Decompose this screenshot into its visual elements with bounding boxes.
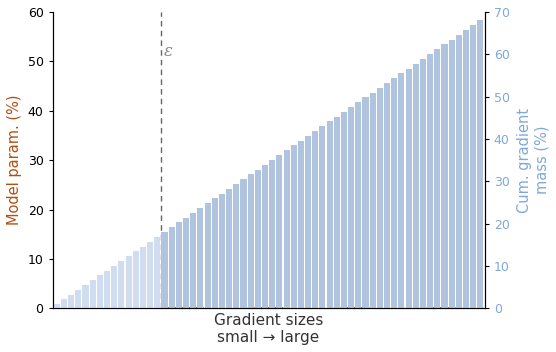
Bar [54, 306, 60, 308]
Bar [161, 232, 167, 308]
Bar [470, 25, 476, 308]
Bar [441, 44, 448, 308]
Bar [183, 218, 189, 308]
Bar [75, 290, 81, 308]
Bar [219, 194, 225, 308]
Bar [255, 170, 261, 308]
Bar [168, 227, 175, 308]
Bar [348, 107, 354, 308]
Bar [104, 298, 110, 308]
Bar [355, 102, 361, 308]
Bar [205, 203, 211, 308]
Bar [420, 59, 426, 308]
Bar [68, 304, 75, 308]
Bar [305, 136, 311, 308]
Bar [97, 300, 103, 308]
Bar [334, 117, 340, 308]
Bar [75, 303, 81, 308]
Bar [147, 242, 153, 308]
Bar [140, 246, 146, 308]
Bar [126, 256, 132, 308]
Bar [90, 302, 96, 308]
Bar [298, 141, 304, 308]
Bar [104, 271, 110, 308]
Bar [240, 179, 246, 308]
Y-axis label: Model param. (%): Model param. (%) [7, 95, 22, 226]
Bar [97, 275, 103, 308]
Bar [82, 303, 88, 308]
Bar [61, 305, 67, 308]
Y-axis label: Cum. gradient
mass (%): Cum. gradient mass (%) [517, 108, 549, 213]
Bar [111, 266, 117, 308]
Bar [111, 297, 117, 308]
Bar [161, 266, 167, 308]
Bar [363, 98, 369, 308]
Bar [434, 49, 440, 308]
Bar [118, 261, 125, 308]
Bar [262, 165, 268, 308]
Bar [54, 304, 60, 308]
Bar [118, 295, 125, 308]
Bar [449, 40, 455, 308]
Bar [147, 281, 153, 308]
Bar [312, 131, 319, 308]
Bar [226, 189, 232, 308]
Bar [463, 30, 469, 308]
X-axis label: Gradient sizes
small → large: Gradient sizes small → large [214, 313, 323, 345]
Bar [82, 285, 88, 308]
Bar [68, 295, 75, 308]
Bar [456, 35, 462, 308]
Bar [247, 174, 254, 308]
Bar [269, 160, 275, 308]
Bar [126, 293, 132, 308]
Bar [319, 126, 325, 308]
Bar [427, 54, 433, 308]
Bar [154, 274, 160, 308]
Bar [391, 78, 398, 308]
Bar [291, 145, 297, 308]
Bar [370, 93, 376, 308]
Bar [341, 112, 347, 308]
Text: ε: ε [164, 43, 173, 61]
Bar [413, 64, 419, 308]
Bar [190, 213, 196, 308]
Bar [234, 184, 239, 308]
Bar [133, 251, 139, 308]
Bar [197, 208, 203, 308]
Bar [377, 88, 383, 308]
Bar [326, 121, 332, 308]
Bar [276, 155, 282, 308]
Bar [384, 83, 390, 308]
Bar [398, 73, 404, 308]
Bar [90, 280, 96, 308]
Bar [140, 286, 146, 308]
Bar [212, 199, 218, 308]
Bar [176, 222, 182, 308]
Bar [61, 300, 67, 308]
Bar [154, 237, 160, 308]
Bar [133, 290, 139, 308]
Bar [284, 150, 290, 308]
Bar [477, 20, 483, 308]
Bar [405, 69, 411, 308]
